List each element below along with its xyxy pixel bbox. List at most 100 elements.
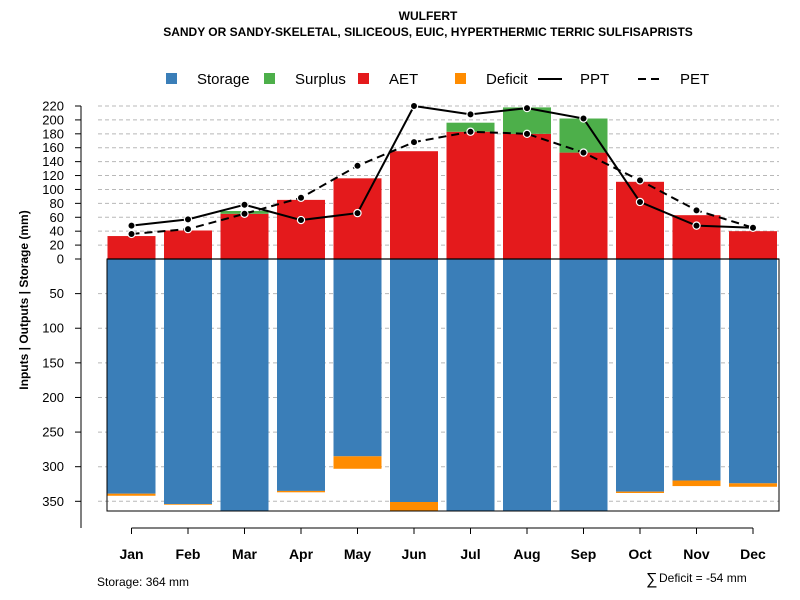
aet-bar-apr xyxy=(277,199,325,259)
aet-bar-jun xyxy=(390,151,438,259)
aet-bar-aug xyxy=(503,133,551,259)
aet-bar-jan xyxy=(107,236,156,259)
storage-legend-label: Storage xyxy=(197,71,250,88)
aet-bar-oct xyxy=(616,181,664,259)
surplus-bar-jul xyxy=(446,122,495,132)
ppt-point-nov xyxy=(692,221,701,230)
x-tick-label-oct: Oct xyxy=(628,546,652,562)
legend: Storage Surplus AET Deficit PPT PET xyxy=(166,71,709,88)
deficit-bar-may xyxy=(333,456,382,469)
ppt-point-feb xyxy=(183,215,193,224)
aet-legend-swatch xyxy=(358,73,369,84)
pet-point-jun xyxy=(409,137,419,147)
pet-point-mar xyxy=(240,209,249,218)
y-tick-label: 0 xyxy=(57,252,64,267)
pet-point-jul xyxy=(466,127,475,136)
storage-bar-mar xyxy=(220,259,269,511)
deficit-legend-swatch xyxy=(455,73,466,84)
ppt-point-apr xyxy=(296,215,306,225)
x-tick-label-apr: Apr xyxy=(289,546,314,562)
x-tick-label-jul: Jul xyxy=(460,546,480,562)
y-tick-label: 20 xyxy=(50,238,64,253)
plot-frame xyxy=(106,258,780,512)
storage-bar-apr xyxy=(277,259,325,491)
deficit-legend-label: Deficit xyxy=(486,71,529,88)
deficit-bar-dec xyxy=(729,483,777,487)
x-tick-label-feb: Feb xyxy=(176,546,201,562)
pet-point-nov xyxy=(692,206,701,215)
ppt-point-dec xyxy=(748,223,758,232)
chart-title: WULFERT xyxy=(399,9,458,23)
ppt-legend-label: PPT xyxy=(580,71,609,88)
y-tick-label: 300 xyxy=(42,459,64,474)
storage-bar-feb xyxy=(164,259,212,505)
deficit-note: Deficit = -54 mm xyxy=(659,571,747,585)
y-tick-label: 60 xyxy=(50,210,64,225)
x-tick-label-may: May xyxy=(344,546,371,562)
storage-bar-nov xyxy=(672,259,721,481)
deficit-bar-apr xyxy=(277,490,325,493)
storage-bar-jun xyxy=(390,259,438,502)
storage-bar-oct xyxy=(616,259,664,492)
y-tick-label: 350 xyxy=(42,494,64,509)
pet-point-feb xyxy=(183,224,193,234)
aet-legend-label: AET xyxy=(389,71,418,88)
deficit-bar-nov xyxy=(672,480,721,487)
ppt-point-mar xyxy=(240,200,249,209)
y-tick-label: 120 xyxy=(42,168,64,183)
pet-point-sep xyxy=(579,148,588,157)
ppt-line xyxy=(131,104,754,229)
y-tick-label: 160 xyxy=(42,140,64,155)
ppt-point-jul xyxy=(466,110,475,119)
y-axis-label: Inputs | Outputs | Storage (mm) xyxy=(17,210,31,389)
deficit-sigma: ∑ xyxy=(646,571,657,588)
ppt-point-aug xyxy=(522,103,532,113)
y-tick-label: 200 xyxy=(42,112,64,127)
y-tick-label: 140 xyxy=(42,154,64,169)
deficit-bar-oct xyxy=(616,491,664,493)
x-tick-label-dec: Dec xyxy=(740,546,766,562)
pet-line xyxy=(131,130,754,235)
storage-bar-dec xyxy=(729,259,777,484)
aet-bar-sep xyxy=(559,152,608,259)
x-tick-label-aug: Aug xyxy=(513,546,540,562)
pet-point-may xyxy=(353,161,362,171)
aet-bar-jul xyxy=(446,131,495,259)
deficit-bar-feb xyxy=(164,504,212,505)
y-tick-label: 100 xyxy=(42,321,64,336)
y-tick-label: 50 xyxy=(50,286,64,301)
pet-point-jan xyxy=(127,229,136,239)
storage-legend-swatch xyxy=(166,73,177,84)
aet-bar-mar xyxy=(220,213,269,259)
chart-subtitle: SANDY OR SANDY-SKELETAL, SILICEOUS, EUIC… xyxy=(163,25,693,39)
x-tick-label-jan: Jan xyxy=(119,546,143,562)
bars xyxy=(107,107,777,511)
x-tick-label-jun: Jun xyxy=(402,546,427,562)
storage-bar-aug xyxy=(503,259,551,511)
surplus-legend-swatch xyxy=(264,73,275,84)
ppt-point-may xyxy=(353,208,362,218)
deficit-bar-jan xyxy=(107,493,156,496)
y-tick-label: 100 xyxy=(42,182,64,197)
y-tick-label: 200 xyxy=(42,390,64,405)
aet-bar-may xyxy=(333,178,382,259)
y-tick-label: 150 xyxy=(42,355,64,370)
deficit-bar-jun xyxy=(390,502,438,511)
x-tick-label-sep: Sep xyxy=(571,546,597,562)
ppt-point-jun xyxy=(409,101,419,111)
aet-bar-feb xyxy=(164,230,212,259)
axes: 2202001801601401201008060402005010015020… xyxy=(42,99,766,563)
y-tick-label: 80 xyxy=(50,196,64,211)
x-tick-label-mar: Mar xyxy=(232,546,257,562)
y-tick-label: 220 xyxy=(42,99,64,114)
pet-point-aug xyxy=(522,129,532,139)
storage-bar-jul xyxy=(446,259,495,511)
y-tick-label: 40 xyxy=(50,224,64,239)
y-tick-label: 250 xyxy=(42,425,64,440)
ppt-point-oct xyxy=(635,197,645,207)
ppt-point-sep xyxy=(579,114,588,123)
lines xyxy=(127,101,758,239)
surplus-legend-label: Surplus xyxy=(295,71,346,88)
storage-bar-sep xyxy=(559,259,608,511)
